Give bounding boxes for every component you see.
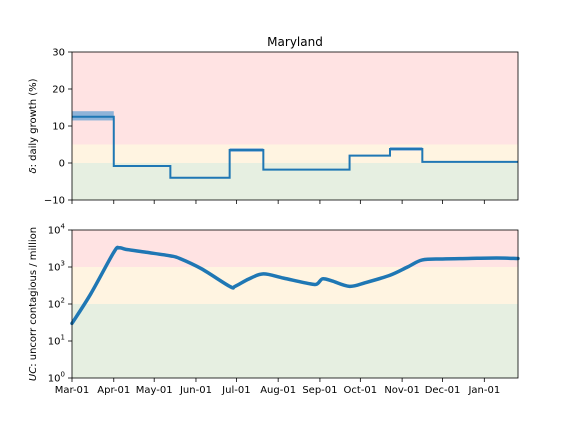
top-y-tick-label-1: 0: [59, 159, 65, 170]
x-tick-label-3: Jun-01: [179, 385, 212, 396]
top-band-2: [72, 163, 518, 200]
top-y-tick-label-4: 30: [52, 48, 65, 59]
bottom-band-0: [72, 230, 518, 267]
top-y-axis-label-symbol: δ: [28, 167, 39, 173]
top-y-axis-label: δ: daily growth (%): [28, 78, 39, 173]
top-band-0: [72, 52, 518, 145]
x-tick-label-4: Jul-01: [221, 385, 250, 396]
uncorr-contagious-series-line: [70, 245, 520, 326]
bottom-y-tick-label-0: 100: [48, 371, 65, 385]
x-tick-label-9: Dec-01: [425, 385, 461, 396]
bottom-y-tick-label-4: 104: [48, 223, 66, 237]
bottom-band-2: [72, 304, 518, 378]
daily-growth-series-line: [72, 115, 518, 179]
bottom-y-axis-label-text: : uncorr contagious / million: [28, 227, 39, 367]
top-y-tick-label-0: −10: [44, 196, 65, 207]
x-tick-label-8: Nov-01: [384, 385, 420, 396]
x-tick-label-6: Sep-01: [302, 385, 337, 396]
chart-title: Maryland: [267, 35, 323, 49]
x-tick-label-5: Aug-01: [260, 385, 296, 396]
bottom-y-tick-label-3: 103: [48, 260, 65, 274]
bottom-y-tick-label-2: 102: [48, 297, 65, 311]
x-tick-label-2: May-01: [136, 385, 173, 396]
top-y-tick-label-3: 20: [52, 85, 65, 96]
top-y-tick-label-2: 10: [52, 122, 65, 133]
x-tick-label-10: Jan-01: [467, 385, 500, 396]
bottom-y-tick-label-1: 101: [48, 334, 65, 348]
x-tick-label-0: Mar-01: [55, 385, 90, 396]
bottom-y-axis-label: UC: uncorr contagious / million: [28, 227, 39, 381]
top-y-axis-label-text: : daily growth (%): [28, 78, 39, 167]
uncorr-contagious-panel: 100 101 102 103 104 Mar-01 Apr-01 May-01 Jun-01…: [28, 223, 520, 396]
bottom-band-1: [72, 267, 518, 304]
x-tick-label-1: Apr-01: [97, 385, 130, 396]
x-tick-label-7: Oct-01: [344, 385, 378, 396]
bottom-y-axis-label-symbol: UC: [28, 367, 39, 381]
top-band-1: [72, 144, 518, 163]
daily-growth-panel: −10 0 10 20 30 Maryland δ: daily growth (%): [28, 35, 519, 207]
